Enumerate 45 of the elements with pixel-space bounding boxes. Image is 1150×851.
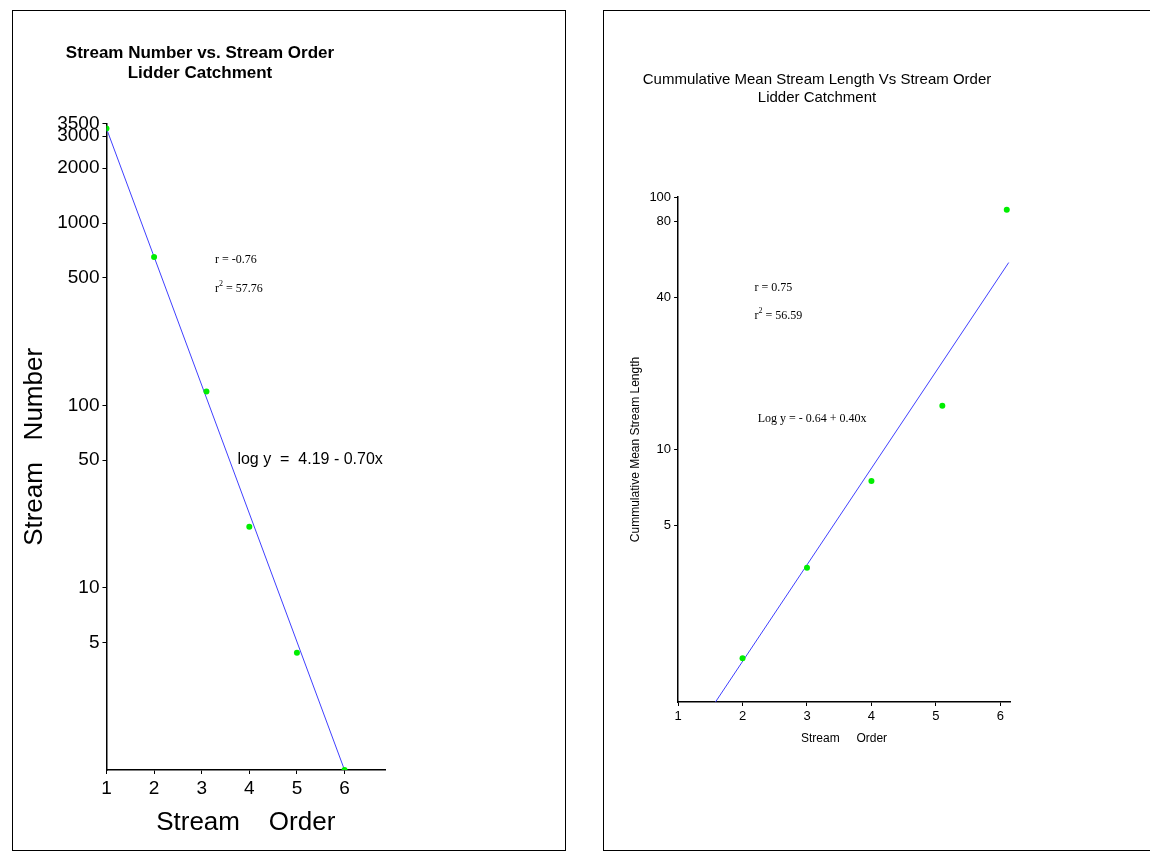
chart-title: Cummulative Mean Stream Length Vs Stream Order: [642, 70, 992, 88]
y-tick-label: 5: [88, 630, 100, 652]
y-tick-label: 1000: [57, 211, 100, 233]
x-tick-label: 4: [244, 776, 256, 798]
y-axis-title: Cummulative Mean Stream Length: [627, 356, 642, 543]
point: [1003, 206, 1010, 213]
annotation: r = -0.76: [215, 251, 257, 266]
annotation: Log y = - 0.64 + 0.40x: [757, 411, 867, 426]
y-tick-label: 100: [67, 393, 100, 415]
point: [203, 388, 210, 395]
point: [868, 478, 875, 485]
y-tick-label: 10: [656, 441, 672, 457]
x-tick-label: 1: [674, 708, 682, 724]
y-tick-label: 80: [656, 213, 672, 229]
x-tick-label: 1: [101, 776, 112, 798]
point: [803, 564, 810, 571]
point: [739, 655, 746, 662]
x-tick-label: 6: [339, 776, 350, 798]
x-tick-label: 3: [196, 776, 207, 798]
y-tick-label: 500: [67, 266, 100, 288]
y-tick-label: 5: [663, 517, 672, 533]
chart-subtitle: Lidder Catchment: [757, 88, 878, 106]
point: [151, 254, 158, 261]
annotation: r = 0.75: [754, 280, 793, 295]
x-tick-label: 5: [291, 776, 303, 798]
x-tick-label: 6: [996, 708, 1004, 724]
chart-title: Stream Number vs. Stream Order: [65, 42, 335, 62]
chart-subtitle: Lidder Catchment: [127, 63, 273, 83]
annotation: log y = 4.19 - 0.70x: [237, 450, 383, 468]
x-axis-title: Stream Order: [801, 731, 888, 746]
point: [939, 402, 946, 409]
y-tick-label: 2000: [57, 156, 100, 178]
y-tick-label: 40: [656, 289, 672, 305]
x-tick-label: 2: [738, 708, 747, 724]
y-tick-label: 50: [78, 448, 100, 470]
x-tick-label: 5: [932, 708, 940, 724]
x-tick-label: 3: [803, 708, 811, 724]
y-tick-label: 10: [78, 575, 100, 597]
point: [246, 523, 253, 530]
point: [293, 649, 300, 656]
x-axis-title: Stream Order: [156, 805, 336, 836]
y-tick-label: 100: [649, 188, 672, 204]
x-tick-label: 2: [148, 776, 160, 798]
x-tick-label: 4: [867, 708, 876, 724]
y-axis-title: Stream Number: [17, 347, 48, 546]
